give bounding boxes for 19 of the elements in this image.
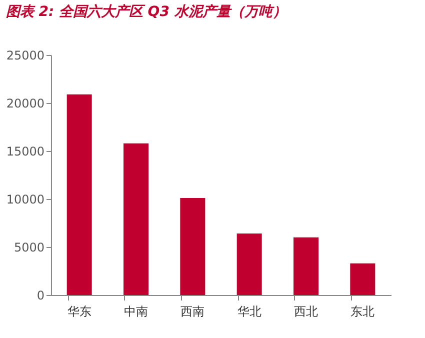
y-tick-label: 25000 — [6, 48, 44, 62]
y-tick-label: 5000 — [14, 240, 44, 254]
y-tick-label: 10000 — [6, 192, 44, 206]
x-tick-label: 华东 — [67, 304, 92, 318]
x-tick-label: 西南 — [180, 304, 205, 318]
bar — [350, 263, 376, 295]
x-tick-label: 西北 — [294, 304, 318, 318]
bar — [180, 198, 206, 295]
bar — [124, 143, 148, 295]
x-tick-label: 东北 — [350, 304, 375, 318]
bar — [236, 234, 262, 295]
x-tick-label: 华北 — [237, 304, 262, 318]
y-tick-label: 20000 — [6, 96, 44, 110]
bar — [294, 237, 318, 295]
chart-title: 图表 2: 全国六大产区 Q3 水泥产量（万吨） — [6, 3, 286, 20]
y-tick-label: 0 — [36, 288, 44, 302]
x-tick-label: 中南 — [124, 304, 148, 318]
y-tick-label: 15000 — [6, 144, 44, 158]
bar — [66, 94, 92, 295]
